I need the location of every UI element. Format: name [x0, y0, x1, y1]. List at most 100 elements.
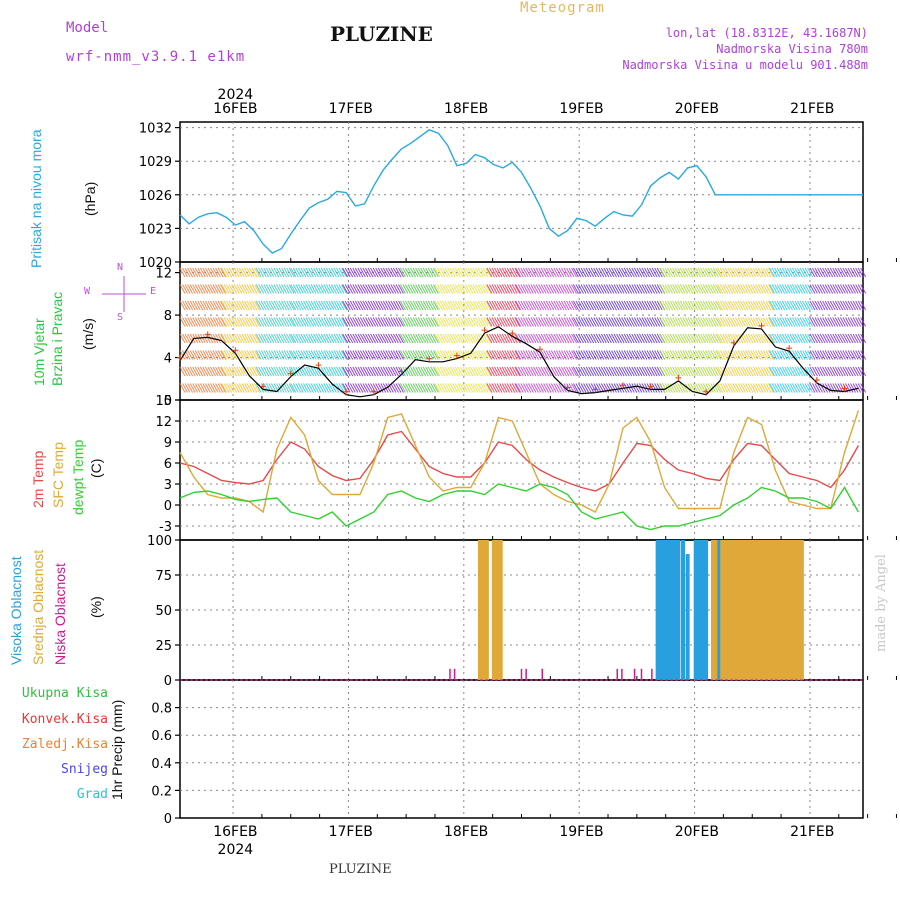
wind-barb [750, 350, 757, 360]
wind-barb [506, 350, 513, 360]
wind-barb [467, 317, 474, 327]
wind-barb [837, 350, 844, 360]
wind-barb [765, 300, 772, 311]
wind-barb [420, 350, 427, 360]
wind-barb [817, 333, 823, 344]
wind-barb [482, 366, 489, 377]
wind-barb [553, 366, 560, 377]
wind-barb [781, 300, 788, 311]
wind-barb [636, 300, 643, 311]
wind-barb [217, 350, 224, 360]
wind-barb [308, 333, 314, 344]
wind-barb [548, 267, 555, 278]
wind-barb [654, 317, 661, 327]
wind-barb [600, 317, 607, 327]
wind-barb [300, 383, 307, 393]
wind-barb [281, 350, 287, 360]
wind-barb [595, 383, 602, 393]
wind-barb [689, 284, 696, 294]
wind-barb [689, 317, 696, 327]
wind-barb [682, 350, 689, 360]
wind-barb [263, 267, 270, 278]
wind-barb [774, 383, 781, 393]
wind-barb [192, 317, 199, 327]
wind-barb [464, 366, 471, 377]
wind-barb [837, 333, 844, 344]
wind-barb [555, 350, 562, 360]
wind-barb [525, 383, 532, 393]
wind-barb [732, 366, 739, 377]
wind-barb [427, 350, 434, 360]
y-tick-label: 1026 [139, 189, 172, 204]
wind-barb [233, 317, 240, 327]
wind-barb [700, 300, 706, 311]
wind-barb [399, 267, 406, 278]
wind-barb [491, 300, 498, 311]
wind-barb [432, 267, 439, 278]
wind-barb [745, 350, 751, 360]
wind-barb [674, 383, 681, 393]
wind-barb [583, 350, 590, 360]
wind-barb [578, 317, 584, 327]
wind-barb [238, 267, 245, 278]
wind-barb [220, 366, 227, 377]
wind-barb [697, 284, 704, 294]
wind-barb [382, 267, 389, 278]
wind-barb [558, 317, 565, 327]
wind-barb [646, 300, 653, 311]
wind-barb [515, 383, 522, 393]
wind-barb [370, 366, 377, 377]
wind-barb [572, 333, 579, 344]
wind-barb [700, 267, 706, 278]
wind-barb [776, 366, 783, 377]
wind-barb [814, 366, 821, 377]
cloud-bar [744, 540, 749, 680]
wind-barb [767, 267, 774, 278]
wind-barb [491, 366, 498, 377]
wind-barb [517, 366, 524, 377]
wind-barb [278, 267, 285, 278]
wind-barb [330, 350, 337, 360]
wind-barb [514, 366, 521, 377]
wind-barb [672, 333, 679, 344]
wind-barb [182, 383, 188, 393]
wind-barb [824, 284, 831, 294]
wind-barb [767, 284, 774, 294]
cloud-bar [700, 540, 705, 680]
wind-barb [845, 267, 851, 278]
wind-barb [399, 284, 406, 294]
wind-barb [382, 366, 389, 377]
wind-barb [626, 333, 633, 344]
panel-frame [179, 679, 864, 819]
wind-barb [724, 317, 731, 327]
wind-barb [580, 383, 587, 393]
wind-barb [325, 366, 332, 377]
wind-barb [707, 333, 714, 344]
wind-barb [742, 350, 749, 360]
wind-barb [729, 366, 736, 377]
wind-barb [644, 284, 650, 294]
wind-barb [588, 383, 595, 393]
wind-barb [572, 284, 579, 294]
wind-barb [249, 300, 255, 311]
wind-barb [273, 333, 280, 344]
wind-barb [600, 267, 607, 278]
meteogram-label: Meteogram [520, 0, 605, 16]
wind-barb [752, 350, 759, 360]
wind-barb [430, 284, 437, 294]
wind-barb [860, 366, 867, 377]
series-line-2m-temp [179, 430, 860, 492]
wind-barb [254, 267, 260, 278]
wind-barb [393, 366, 399, 377]
wind-barb [395, 383, 402, 393]
wind-barb [313, 317, 320, 327]
wind-barb [491, 284, 498, 294]
wind-barb [527, 300, 534, 311]
wind-barb [550, 300, 557, 311]
wind-barb [618, 333, 625, 344]
wind-barb [628, 383, 635, 393]
wind-barb [745, 300, 751, 311]
wind-barb [360, 383, 366, 393]
wind-barb [593, 267, 600, 278]
wind-barb [860, 300, 867, 311]
